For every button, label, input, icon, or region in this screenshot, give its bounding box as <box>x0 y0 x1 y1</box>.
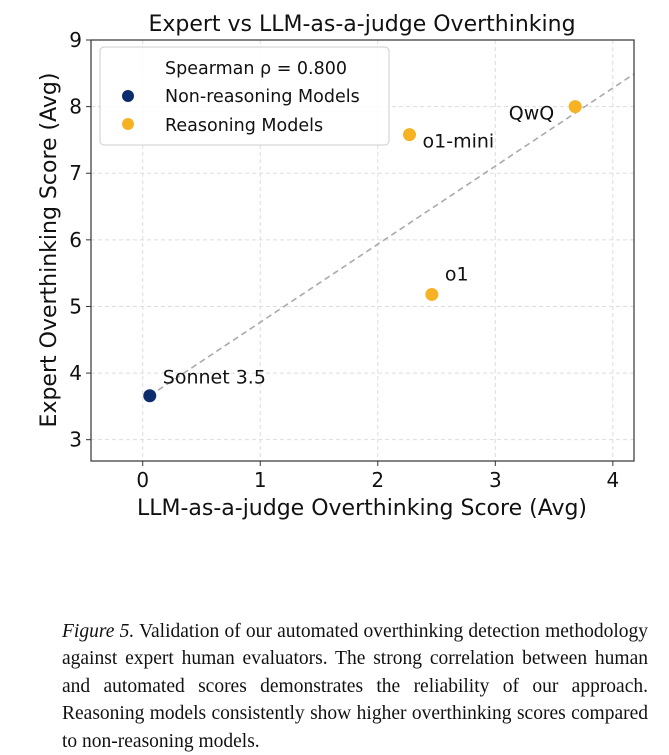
y-tick-label: 8 <box>69 95 82 119</box>
chart-title: Expert vs LLM-as-a-judge Overthinking <box>148 12 575 37</box>
y-tick-label: 4 <box>69 361 82 385</box>
scatter-chart: Expert vs LLM-as-a-judge Overthinking So… <box>0 0 669 580</box>
y-tick-label: 9 <box>69 28 82 52</box>
data-point <box>403 128 416 141</box>
x-tick-label: 4 <box>606 468 619 492</box>
data-point <box>143 389 156 402</box>
x-tick-label: 2 <box>371 468 384 492</box>
x-tick-label: 1 <box>254 468 267 492</box>
y-tick-label: 5 <box>69 294 82 318</box>
y-tick-label: 3 <box>69 428 82 452</box>
caption-label: Figure 5. <box>62 621 134 642</box>
legend-label-non-reasoning: Non-reasoning Models <box>165 87 360 107</box>
legend-title: Spearman ρ = 0.800 <box>165 59 347 79</box>
x-tick-label: 0 <box>136 468 149 492</box>
legend-marker-non-reasoning <box>122 90 134 102</box>
data-point <box>425 288 438 301</box>
point-label: QwQ <box>509 103 554 125</box>
legend-marker-reasoning <box>122 118 134 130</box>
legend: Spearman ρ = 0.800 Non-reasoning Models … <box>100 47 389 145</box>
point-label: o1-mini <box>423 131 495 153</box>
y-tick-label: 6 <box>69 228 82 252</box>
y-tick-label: 7 <box>69 161 82 185</box>
figure-caption: Figure 5. Validation of our automated ov… <box>62 618 648 755</box>
legend-label-reasoning: Reasoning Models <box>165 116 323 136</box>
point-label: Sonnet 3.5 <box>163 367 266 389</box>
x-axis-label: LLM-as-a-judge Overthinking Score (Avg) <box>137 496 587 521</box>
point-label: o1 <box>445 263 469 285</box>
y-axis-label: Expert Overthinking Score (Avg) <box>37 73 62 428</box>
caption-text: Validation of our automated overthinking… <box>62 621 648 752</box>
x-tick-label: 3 <box>489 468 502 492</box>
data-point <box>569 100 582 113</box>
